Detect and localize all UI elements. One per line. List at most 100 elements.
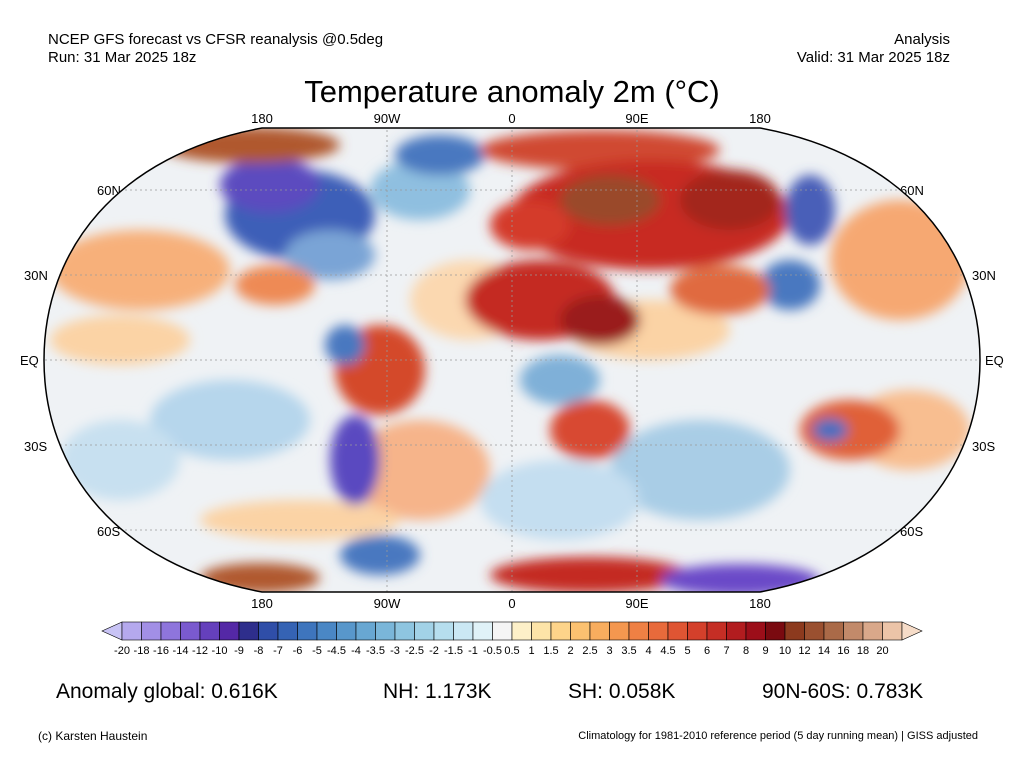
colorbar-tick-label: -0.5 <box>483 645 502 657</box>
colorbar-swatch <box>394 621 415 641</box>
colorbar-tick-label: 4.5 <box>660 645 676 657</box>
colorbar-tick-label: 4 <box>645 645 652 657</box>
lon-label-top-180w: 180 <box>251 111 273 126</box>
colorbar-tick-label: 16 <box>837 645 850 657</box>
colorbar-tick-label: -2.5 <box>405 645 424 657</box>
colorbar-swatch <box>336 621 357 641</box>
colorbar-swatch <box>160 621 181 641</box>
colorbar-swatch <box>492 621 513 641</box>
lat-label-right-30n: 30N <box>972 268 996 283</box>
colorbar-swatch <box>784 621 805 641</box>
header-model-info: NCEP GFS forecast vs CFSR reanalysis @0.… <box>48 31 384 48</box>
colorbar-tick-label: 18 <box>856 645 870 657</box>
colorbar-tick-label: -4.5 <box>327 645 346 657</box>
lat-label-left-60s: 60S <box>97 524 121 539</box>
colorbar-swatch <box>453 621 474 641</box>
colorbar-tick-label: -14 <box>172 645 189 657</box>
lon-label-bottom-0: 0 <box>508 596 516 611</box>
colorbar-swatch <box>667 621 688 641</box>
colorbar-swatch <box>219 621 240 641</box>
colorbar-swatch <box>414 621 435 641</box>
colorbar-tick-label: -5 <box>312 645 322 657</box>
colorbar-tick-label: -1.5 <box>444 645 463 657</box>
colorbar-tick-label: -4 <box>351 645 361 657</box>
colorbar-swatch <box>277 621 298 641</box>
colorbar-swatch <box>258 621 279 641</box>
colorbar-tick-label: -12 <box>192 645 208 657</box>
colorbar-tick-label: 3.5 <box>621 645 637 657</box>
colorbar-tick-label: 1 <box>528 645 535 657</box>
colorbar-swatch <box>316 621 337 641</box>
colorbar-swatch <box>823 621 844 641</box>
colorbar-swatch <box>687 621 708 641</box>
lon-label-bottom-90w: 90W <box>373 596 401 611</box>
colorbar-swatch <box>589 621 610 641</box>
graticule <box>44 128 980 592</box>
colorbar-swatch <box>882 621 903 641</box>
lat-label-left-60n: 60N <box>97 183 121 198</box>
colorbar-swatch <box>238 621 259 641</box>
colorbar-swatch <box>121 621 142 641</box>
lon-label-bottom-180e: 180 <box>749 596 771 611</box>
colorbar-swatch <box>297 621 318 641</box>
colorbar-end-high <box>901 621 923 641</box>
colorbar-tick-label: -3.5 <box>366 645 385 657</box>
footer-copyright: (c) Karsten Haustein <box>38 729 148 743</box>
colorbar-tick-label: 3 <box>606 645 613 657</box>
colorbar-swatch <box>706 621 727 641</box>
colorbar-swatch <box>180 621 201 641</box>
colorbar <box>101 621 923 641</box>
stat-arctic-anomaly: 90N-60S: 0.783K <box>762 680 924 703</box>
map-border <box>43 127 981 593</box>
anomaly-field <box>44 128 980 592</box>
header-valid-time: Valid: 31 Mar 2025 18z <box>796 49 950 66</box>
colorbar-tick-label: -3 <box>390 645 400 657</box>
colorbar-tick-label: -1 <box>468 645 478 657</box>
colorbar-tick-label: 0.5 <box>504 645 520 657</box>
lon-label-top-90e: 90E <box>625 111 649 126</box>
stat-nh-anomaly: NH: 1.173K <box>383 680 492 703</box>
colorbar-swatch <box>355 621 376 641</box>
colorbar-tick-label: -2 <box>429 645 439 657</box>
colorbar-swatch <box>433 621 454 641</box>
lon-label-top-180e: 180 <box>749 111 771 126</box>
colorbar-swatch <box>141 621 162 641</box>
lat-label-left-30n: 30N <box>24 268 48 283</box>
colorbar-tick-label: -8 <box>253 645 264 657</box>
colorbar-swatch <box>862 621 883 641</box>
colorbar-tick-label: 1.5 <box>543 645 559 657</box>
colorbar-tick-label: 2.5 <box>582 645 598 657</box>
lat-label-right-30s: 30S <box>972 439 996 454</box>
colorbar-tick-label: -16 <box>153 645 169 657</box>
lon-label-top-90w: 90W <box>373 111 401 126</box>
lat-label-right-60s: 60S <box>900 524 924 539</box>
lon-label-top-0: 0 <box>508 111 516 126</box>
colorbar-tick-label: -10 <box>211 645 228 657</box>
colorbar-swatch <box>765 621 786 641</box>
colorbar-tick-label: -9 <box>234 645 244 657</box>
colorbar-swatch <box>648 621 669 641</box>
lon-label-bottom-90e: 90E <box>625 596 649 611</box>
lat-label-left-eq: EQ <box>20 353 39 368</box>
map-title: Temperature anomaly 2m (°C) <box>304 74 720 109</box>
colorbar-tick-label: -18 <box>133 645 150 657</box>
colorbar-swatch <box>472 621 493 641</box>
lat-label-right-eq: EQ <box>985 353 1004 368</box>
lon-label-bottom-180w: 180 <box>251 596 273 611</box>
colorbar-labels: -20 -18 -16 -14 -12 -10 -9 -8 -7 -6 -5 -4.5 -4 -3.5 -3… <box>0 645 1024 659</box>
colorbar-tick-label: 20 <box>876 645 889 657</box>
colorbar-swatch <box>375 621 396 641</box>
colorbar-tick-label: -6 <box>292 645 303 657</box>
colorbar-swatch <box>726 621 747 641</box>
footer-climatology-note: Climatology for 1981-2010 reference peri… <box>578 730 978 742</box>
stat-global-anomaly: Anomaly global: 0.616K <box>56 680 278 703</box>
colorbar-swatch <box>745 621 766 641</box>
colorbar-tick-label: 6 <box>703 645 711 657</box>
colorbar-tick-label: 2 <box>567 645 574 657</box>
colorbar-swatch <box>550 621 571 641</box>
stat-sh-anomaly: SH: 0.058K <box>568 680 676 703</box>
colorbar-tick-label: 8 <box>742 645 750 657</box>
colorbar-tick-label: -7 <box>273 645 283 657</box>
colorbar-swatch <box>628 621 649 641</box>
colorbar-tick-label: 5 <box>684 645 691 657</box>
